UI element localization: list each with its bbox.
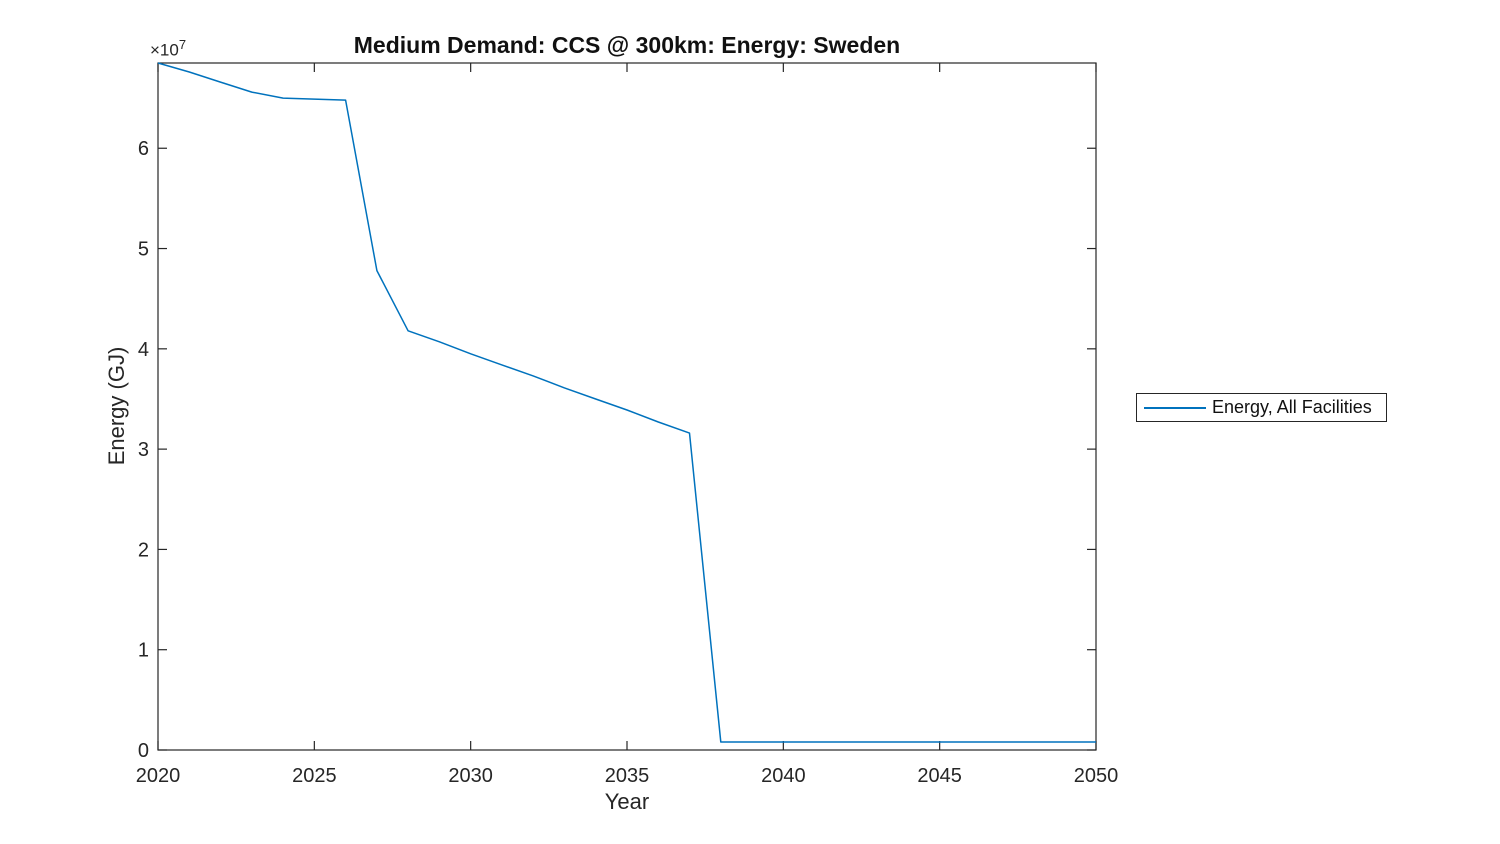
x-tick-label: 2020 [136, 765, 181, 787]
series-line [157, 62, 1096, 743]
x-axis-label: Year [604, 789, 650, 814]
x-tick-label: 2040 [761, 765, 806, 787]
axis-ticks [157, 63, 1097, 751]
y-tick-label: 4 [138, 339, 149, 361]
legend-line-sample [1144, 406, 1206, 409]
y-tick-label: 2 [138, 539, 149, 561]
y-axis-multiplier-base: ×10 [150, 40, 179, 60]
y-tick-label: 1 [138, 640, 149, 662]
legend: Energy, All Facilities [1136, 393, 1387, 422]
chart-title: Medium Demand: CCS @ 300km: Energy: Swed… [353, 32, 901, 58]
y-axis-multiplier-exponent: 7 [178, 37, 187, 52]
y-tick-label: 6 [138, 138, 149, 160]
y-tick-label: 3 [138, 439, 149, 461]
y-tick-label: 0 [138, 740, 149, 762]
plot-box-border [157, 62, 1097, 751]
y-axis-label: Energy (GJ) [104, 346, 129, 466]
x-tick-label: 2045 [917, 765, 962, 787]
axis-tick-labels: 2020 2025 2030 2035 2040 2045 2050 0 1 2 3 4 5 6 [136, 138, 1119, 787]
y-axis-multiplier: ×107 [150, 37, 186, 61]
x-tick-label: 2035 [605, 765, 650, 787]
x-tick-label: 2025 [292, 765, 337, 787]
y-tick-label: 5 [138, 239, 149, 261]
legend-label: Energy, All Facilities [1212, 397, 1372, 417]
x-tick-label: 2050 [1074, 765, 1119, 787]
x-tick-label: 2030 [448, 765, 493, 787]
